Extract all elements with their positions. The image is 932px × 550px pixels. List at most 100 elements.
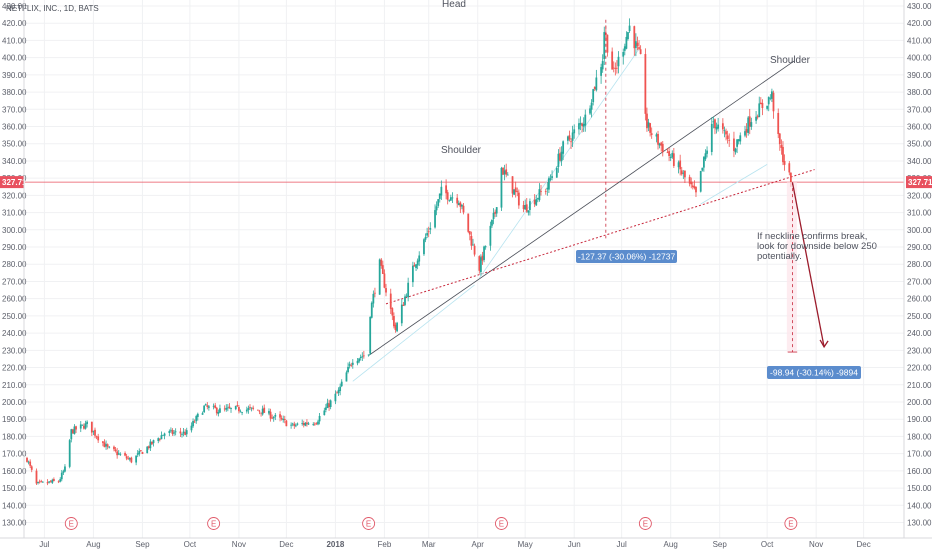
candle-body xyxy=(492,212,495,220)
candle-body xyxy=(260,412,262,414)
candle-body xyxy=(646,113,648,129)
candle-body xyxy=(323,410,326,416)
candle-body xyxy=(149,441,152,449)
left-tick-label: 150.00 xyxy=(2,484,27,493)
candle-body xyxy=(103,442,106,448)
right-tick-label: 430.00 xyxy=(907,2,932,11)
target-arrow xyxy=(791,182,825,348)
candle-body xyxy=(52,479,55,481)
candle-body xyxy=(138,451,141,455)
candle-body xyxy=(704,153,707,160)
candle-body xyxy=(536,198,539,200)
time-tick-label: Oct xyxy=(761,540,774,549)
candle-body xyxy=(261,408,264,415)
earnings-marker xyxy=(207,517,221,530)
right-tick-label: 140.00 xyxy=(907,501,932,510)
candle-body xyxy=(606,34,609,53)
candle-body xyxy=(655,134,658,137)
candle-body xyxy=(548,178,550,190)
candle-body xyxy=(500,167,503,208)
candle-body xyxy=(307,423,310,425)
candle-body xyxy=(484,246,487,248)
candle-body xyxy=(744,131,746,136)
candle-body xyxy=(350,364,353,366)
earnings-marker xyxy=(784,517,798,530)
candle-body xyxy=(182,431,185,434)
candle-body xyxy=(457,203,460,206)
candle-body xyxy=(623,46,626,51)
candle-body xyxy=(559,153,561,161)
candle-body xyxy=(193,421,196,423)
right-tick-label: 180.00 xyxy=(907,432,932,441)
candle-body xyxy=(204,404,207,406)
candle-body xyxy=(293,423,296,427)
note-line-3: potentially. xyxy=(757,251,802,262)
candle-body xyxy=(163,433,166,436)
target-arrow-head xyxy=(819,339,829,349)
candle-body xyxy=(529,201,531,210)
candle-body xyxy=(247,408,250,410)
left-tick-label: 410.00 xyxy=(2,36,27,45)
measure-box-target-label: -98.94 (-30.14%) -9894 xyxy=(770,368,858,378)
right-tick-label: 200.00 xyxy=(907,398,932,407)
candle-body xyxy=(505,169,508,175)
earnings-marker-label: E xyxy=(211,520,216,529)
candle-body xyxy=(291,423,294,425)
candle-body xyxy=(372,293,375,304)
candle-body xyxy=(282,418,285,421)
candle-body xyxy=(570,141,572,143)
candle-body xyxy=(445,185,448,194)
left-tick-label: 280.00 xyxy=(2,260,27,269)
candle-body xyxy=(661,143,664,153)
candle-body xyxy=(777,112,780,135)
candle-body xyxy=(97,436,100,441)
candle-body xyxy=(557,153,560,167)
candle-body xyxy=(160,435,163,440)
earnings-marker-label: E xyxy=(788,520,793,529)
candle-body xyxy=(778,133,781,145)
candle-body xyxy=(783,160,786,165)
measure-box-head[interactable] xyxy=(576,250,677,263)
candle-body xyxy=(491,219,493,226)
right-tick-label: 400.00 xyxy=(907,54,932,63)
candle-body xyxy=(60,472,63,480)
candle-body xyxy=(312,424,315,425)
measure-box-target[interactable] xyxy=(767,366,861,379)
candle-body xyxy=(478,256,481,271)
candle-body xyxy=(113,446,115,450)
candle-body xyxy=(434,210,436,228)
candle-body xyxy=(701,167,704,171)
candle-body xyxy=(527,210,530,213)
candle-body xyxy=(196,413,199,417)
measure-tools xyxy=(605,19,829,353)
candle-body xyxy=(449,197,452,201)
candle-body xyxy=(560,151,563,162)
left-tick-label: 340.00 xyxy=(2,157,27,166)
candle-body xyxy=(48,481,51,483)
candle-body xyxy=(203,405,206,413)
candle-body xyxy=(46,482,49,484)
left-tick-label: 160.00 xyxy=(2,467,27,476)
candle-body xyxy=(647,122,650,128)
candle-body xyxy=(668,151,670,157)
candle-body xyxy=(195,416,198,422)
time-tick-label: Mar xyxy=(422,540,436,549)
candle-body xyxy=(573,129,576,134)
candle-body xyxy=(402,304,405,306)
candle-body xyxy=(644,54,647,114)
candle-body xyxy=(127,458,130,460)
earnings-marker xyxy=(362,517,376,530)
candle-body xyxy=(249,406,251,408)
candle-body xyxy=(184,432,187,435)
candle-body xyxy=(105,444,107,447)
right-price-tag-label: 327.71 xyxy=(908,178,932,187)
candle-body xyxy=(358,358,361,362)
candle-body xyxy=(369,316,372,354)
candle-body xyxy=(374,292,376,294)
candle-body xyxy=(538,189,541,201)
candle-body xyxy=(759,102,762,105)
candle-body xyxy=(429,228,432,230)
measure-box-head-label: -127.37 (-30.06%) -12737 xyxy=(578,252,676,262)
neckline xyxy=(385,169,815,305)
